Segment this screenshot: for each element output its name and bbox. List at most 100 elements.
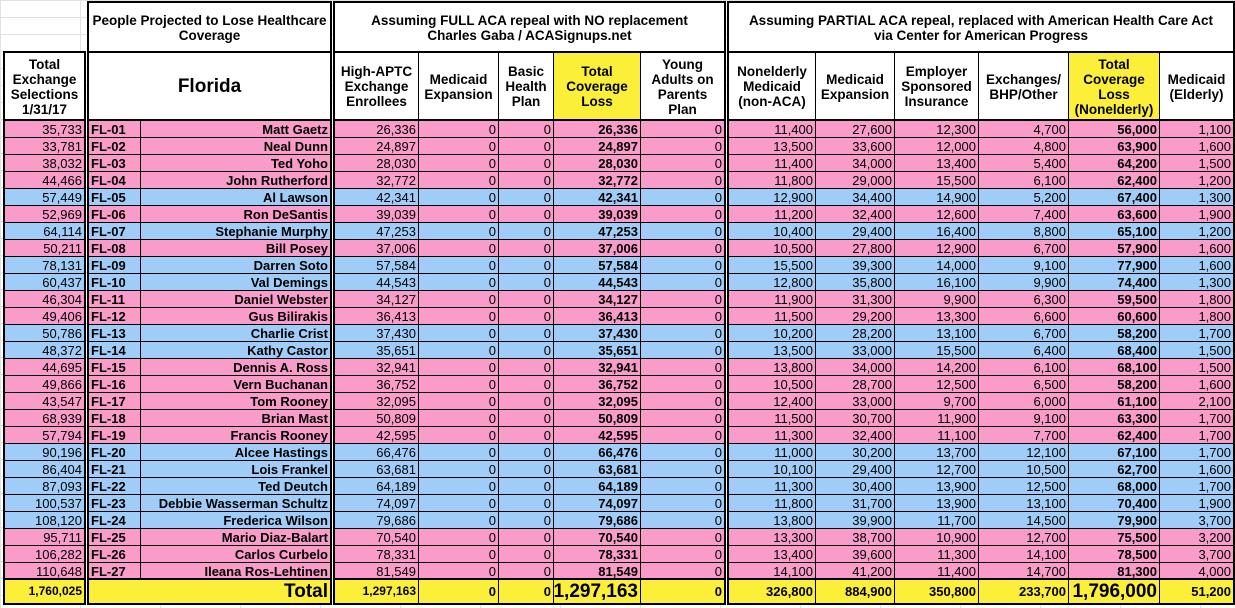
block-divider [4, 119, 85, 121]
partial-repeal-cell: 6,600 [978, 307, 1069, 325]
full-repeal-cell: 0 [418, 205, 499, 223]
partial-repeal-cell: 39,300 [815, 256, 895, 274]
full-repeal-cell: 0 [498, 494, 554, 512]
full-repeal-cell: 0 [418, 222, 499, 240]
full-repeal-cell: 0 [640, 409, 725, 427]
partial-repeal-cell: 12,500 [894, 375, 979, 393]
partial-repeal-cell: 9,900 [978, 273, 1069, 291]
partial-repeal-cell: 10,100 [728, 460, 816, 478]
full-repeal-cell: 0 [498, 324, 554, 342]
full-repeal-cell: 0 [418, 341, 499, 359]
header-partial-col: Total Coverage Loss (Nonelderly) [1068, 52, 1160, 121]
full-repeal-cell: 0 [640, 392, 725, 410]
representative-cell: Ileana Ros-Lehtinen [140, 562, 331, 580]
partial-repeal-cell: 1,800 [1159, 307, 1234, 325]
district-cell: FL-06 [88, 205, 141, 223]
block-divider [4, 578, 85, 580]
exchange-selections-cell: 49,866 [4, 375, 85, 393]
total-full-cell: 0 [640, 579, 725, 604]
partial-repeal-cell: 11,400 [728, 120, 816, 138]
total-full-cell: 1,297,163 [334, 579, 419, 604]
full-repeal-cell: 47,253 [334, 222, 419, 240]
partial-repeal-cell: 14,100 [978, 545, 1069, 563]
block-divider [88, 51, 331, 53]
full-repeal-cell: 63,681 [334, 460, 419, 478]
partial-repeal-cell: 33,000 [815, 392, 895, 410]
partial-repeal-cell: 1,200 [1159, 171, 1234, 189]
partial-repeal-cell: 62,700 [1068, 460, 1160, 478]
partial-repeal-cell: 13,300 [728, 528, 816, 546]
full-repeal-cell: 0 [640, 154, 725, 172]
partial-repeal-cell: 67,100 [1068, 443, 1160, 461]
full-repeal-cell: 0 [418, 443, 499, 461]
district-cell: FL-25 [88, 528, 141, 546]
partial-repeal-cell: 12,700 [894, 460, 979, 478]
partial-repeal-cell: 67,400 [1068, 188, 1160, 206]
block-divider [334, 119, 725, 121]
representative-cell: Gus Bilirakis [140, 307, 331, 325]
full-repeal-cell: 0 [498, 307, 554, 325]
partial-repeal-cell: 11,800 [728, 494, 816, 512]
exchange-selections-cell: 50,786 [4, 324, 85, 342]
partial-repeal-cell: 39,900 [815, 511, 895, 529]
partial-repeal-cell: 4,700 [978, 120, 1069, 138]
partial-repeal-cell: 9,100 [978, 409, 1069, 427]
district-cell: FL-14 [88, 341, 141, 359]
full-repeal-cell: 42,595 [334, 426, 419, 444]
full-repeal-cell: 74,097 [334, 494, 419, 512]
full-repeal-cell: 36,413 [334, 307, 419, 325]
district-cell: FL-02 [88, 137, 141, 155]
exchange-selections-cell: 108,120 [4, 511, 85, 529]
partial-repeal-cell: 11,800 [728, 171, 816, 189]
representative-cell: Brian Mast [140, 409, 331, 427]
exchange-selections-cell: 50,211 [4, 239, 85, 257]
partial-repeal-cell: 63,600 [1068, 205, 1160, 223]
partial-repeal-cell: 1,200 [1159, 222, 1234, 240]
district-cell: FL-19 [88, 426, 141, 444]
full-repeal-cell: 0 [498, 443, 554, 461]
full-repeal-cell: 0 [640, 443, 725, 461]
full-repeal-cell: 0 [640, 426, 725, 444]
district-cell: FL-03 [88, 154, 141, 172]
full-repeal-cell: 74,097 [553, 494, 641, 512]
exchange-selections-cell: 46,304 [4, 290, 85, 308]
full-repeal-cell: 28,030 [334, 154, 419, 172]
partial-repeal-cell: 1,500 [1159, 154, 1234, 172]
exchange-selections-cell: 100,537 [4, 494, 85, 512]
header-full-col: Basic Health Plan [498, 52, 554, 121]
partial-repeal-cell: 29,200 [815, 307, 895, 325]
full-repeal-cell: 0 [640, 511, 725, 529]
exchange-selections-cell: 60,437 [4, 273, 85, 291]
representative-cell: Val Demings [140, 273, 331, 291]
partial-repeal-cell: 68,000 [1068, 477, 1160, 495]
full-repeal-cell: 0 [640, 494, 725, 512]
full-repeal-cell: 32,941 [553, 358, 641, 376]
full-repeal-cell: 64,189 [553, 477, 641, 495]
full-repeal-cell: 0 [640, 273, 725, 291]
full-repeal-cell: 0 [418, 290, 499, 308]
partial-repeal-cell: 13,700 [894, 443, 979, 461]
exchange-selections-cell: 90,196 [4, 443, 85, 461]
full-repeal-cell: 0 [640, 307, 725, 325]
partial-repeal-cell: 13,800 [728, 511, 816, 529]
partial-repeal-cell: 27,800 [815, 239, 895, 257]
partial-repeal-cell: 62,400 [1068, 171, 1160, 189]
partial-repeal-cell: 6,000 [978, 392, 1069, 410]
partial-repeal-cell: 15,500 [728, 256, 816, 274]
partial-repeal-cell: 1,700 [1159, 324, 1234, 342]
full-repeal-cell: 0 [418, 409, 499, 427]
partial-repeal-cell: 12,600 [894, 205, 979, 223]
partial-repeal-cell: 75,500 [1068, 528, 1160, 546]
partial-repeal-cell: 6,700 [978, 239, 1069, 257]
partial-repeal-cell: 3,700 [1159, 545, 1234, 563]
partial-repeal-cell: 28,200 [815, 324, 895, 342]
partial-repeal-cell: 12,900 [894, 239, 979, 257]
representative-cell: Matt Gaetz [140, 120, 331, 138]
header-partial-col: Medicaid Expansion [815, 52, 895, 121]
full-repeal-cell: 36,752 [553, 375, 641, 393]
partial-repeal-cell: 79,900 [1068, 511, 1160, 529]
partial-repeal-cell: 3,700 [1159, 511, 1234, 529]
full-repeal-cell: 0 [498, 239, 554, 257]
partial-repeal-cell: 6,100 [978, 171, 1069, 189]
full-repeal-cell: 0 [640, 171, 725, 189]
